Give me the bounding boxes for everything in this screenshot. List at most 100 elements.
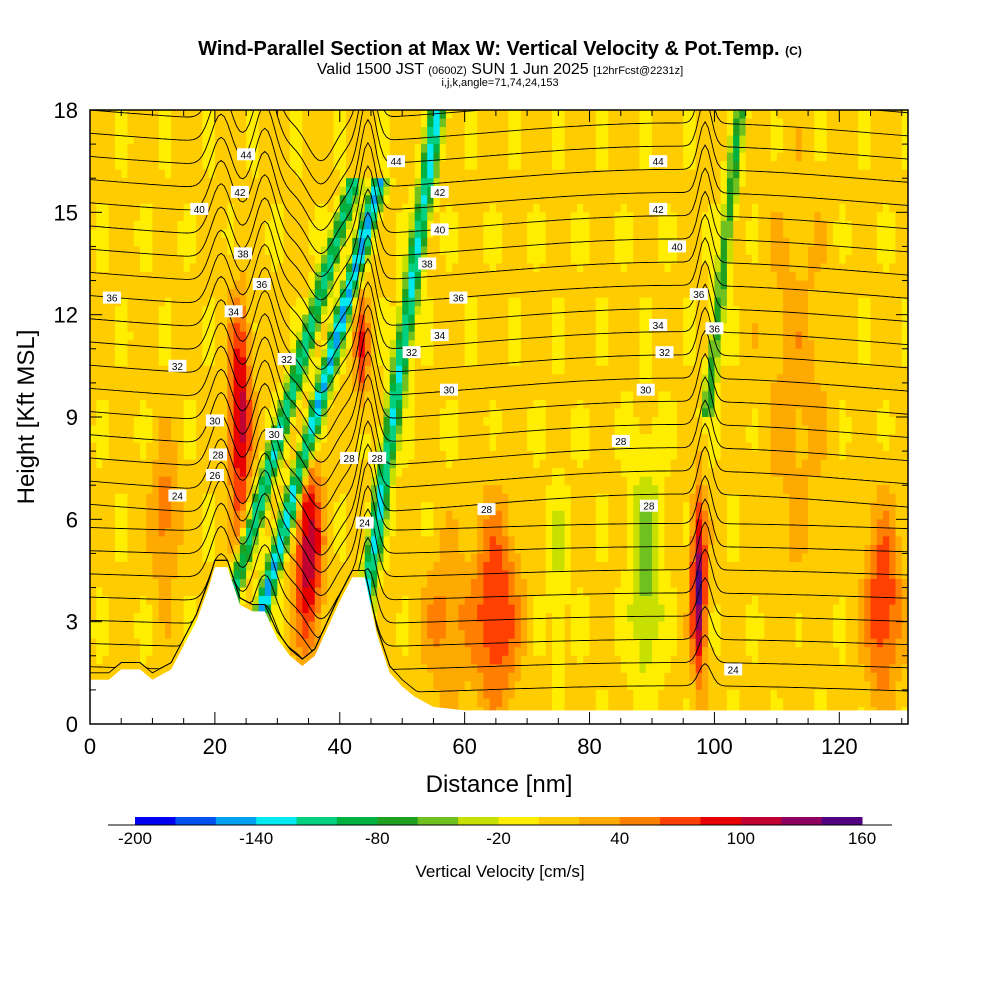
velocity-cell (258, 178, 266, 188)
velocity-cell (433, 152, 441, 162)
velocity-cell (277, 340, 285, 350)
velocity-cell (146, 203, 154, 213)
velocity-cell (271, 382, 278, 393)
velocity-cell (183, 229, 191, 239)
velocity-cell (414, 237, 422, 248)
velocity-cell (452, 306, 460, 316)
velocity-cell (620, 289, 628, 299)
velocity-cell (483, 280, 491, 290)
velocity-cell (214, 280, 222, 290)
velocity-cell (152, 297, 160, 307)
velocity-cell (776, 246, 784, 256)
velocity-cell (570, 314, 578, 324)
velocity-cell (389, 237, 397, 248)
velocity-cell (171, 220, 179, 230)
velocity-cell (595, 195, 603, 205)
velocity-cell (558, 399, 566, 410)
velocity-cell (814, 340, 822, 350)
velocity-cell (508, 127, 516, 137)
velocity-cell (352, 161, 360, 171)
velocity-cell (127, 127, 135, 137)
velocity-cell (552, 417, 559, 427)
velocity-cell (470, 289, 478, 299)
velocity-cell (389, 246, 397, 256)
velocity-cell (820, 417, 828, 427)
velocity-cell (289, 417, 297, 427)
velocity-cell (614, 237, 622, 248)
velocity-cell (346, 399, 353, 410)
velocity-cell (233, 118, 241, 128)
velocity-cell (408, 220, 416, 230)
velocity-cell (258, 246, 266, 256)
velocity-cell (676, 306, 684, 316)
velocity-cell (414, 212, 422, 222)
velocity-cell (333, 212, 341, 222)
velocity-cell (352, 152, 360, 162)
velocity-cell (202, 374, 210, 384)
velocity-cell (733, 425, 740, 435)
velocity-cell (614, 186, 622, 196)
velocity-cell (445, 212, 453, 222)
velocity-cell (233, 144, 241, 154)
velocity-cell (308, 374, 316, 384)
velocity-cell (221, 323, 228, 333)
velocity-cell (108, 399, 116, 410)
velocity-cell (196, 169, 203, 179)
velocity-cell (577, 374, 584, 384)
velocity-cell (764, 391, 772, 401)
velocity-cell (127, 161, 135, 171)
velocity-cell (308, 314, 316, 324)
velocity-cell (733, 306, 740, 316)
velocity-cell (327, 178, 335, 188)
velocity-cell (901, 144, 908, 154)
velocity-cell (683, 237, 691, 248)
velocity-cell (795, 399, 803, 410)
velocity-cell (308, 408, 316, 418)
velocity-cell (352, 357, 360, 367)
velocity-cell (670, 365, 678, 375)
velocity-cell (477, 220, 484, 230)
velocity-cell (258, 118, 266, 128)
copyright-mark: (C) (785, 44, 802, 58)
velocity-cell (302, 289, 310, 299)
velocity-cell (96, 365, 104, 375)
velocity-cell (90, 348, 97, 358)
velocity-cell (139, 280, 147, 290)
velocity-cell (183, 169, 191, 179)
velocity-cell (683, 272, 691, 282)
velocity-cell (826, 365, 834, 375)
velocity-cell (633, 306, 641, 316)
velocity-cell (595, 237, 603, 248)
velocity-cell (508, 314, 516, 324)
velocity-cell (146, 229, 154, 239)
velocity-cell (427, 203, 435, 213)
velocity-cell (639, 127, 647, 137)
velocity-cell (608, 254, 616, 265)
velocity-cell (826, 178, 834, 188)
velocity-cell (683, 323, 691, 333)
velocity-cell (708, 195, 716, 205)
velocity-cell (127, 135, 135, 145)
velocity-cell (876, 280, 884, 290)
velocity-cell (470, 382, 478, 393)
velocity-cell (883, 118, 890, 128)
velocity-cell (645, 152, 653, 162)
velocity-cell (483, 357, 491, 367)
velocity-cell (321, 399, 328, 410)
velocity-cell (614, 348, 622, 358)
velocity-cell (164, 314, 172, 324)
velocity-cell (146, 391, 154, 401)
velocity-cell (233, 297, 241, 307)
velocity-cell (577, 263, 584, 273)
velocity-cell (639, 314, 647, 324)
velocity-cell (227, 178, 235, 188)
velocity-cell (252, 203, 260, 213)
velocity-cell (121, 127, 129, 137)
velocity-cell (171, 127, 179, 137)
velocity-cell (495, 417, 503, 427)
velocity-cell (627, 229, 634, 239)
velocity-cell (883, 127, 890, 137)
velocity-cell (308, 365, 316, 375)
velocity-cell (302, 127, 310, 137)
velocity-cell (383, 254, 391, 265)
